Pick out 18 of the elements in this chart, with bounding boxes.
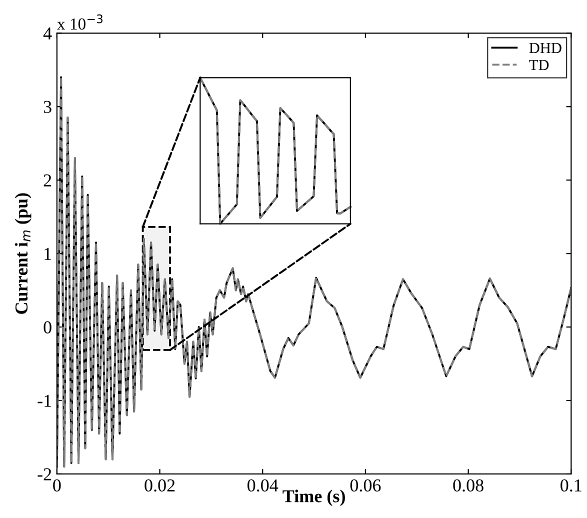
y-axis-title: Current i$_{m}$ (pu) <box>14 193 32 314</box>
y-tick-label: 2 <box>44 174 52 186</box>
y-tick-label: 3 <box>44 100 52 114</box>
y-tick-label: -1 <box>38 394 51 407</box>
x-tick-label: 0.06 <box>350 479 381 492</box>
y-tick-label: 4 <box>43 28 52 40</box>
x-tick-label: 0 <box>53 479 61 492</box>
y-tick-label: 0 <box>44 321 52 334</box>
x-tick-label: 0.08 <box>453 479 484 492</box>
y-tick-label: 1 <box>44 248 51 260</box>
x-tick-label: 0.02 <box>144 479 175 492</box>
x-tick-label: 0.1 <box>560 479 582 492</box>
y-tick-label: -2 <box>38 468 52 480</box>
x-axis-title: Time (s) <box>282 490 345 506</box>
x-tick-label: 0.04 <box>248 479 278 492</box>
legend-label: TD <box>529 60 549 70</box>
legend-label: DHD <box>529 43 562 54</box>
text: x 10$^{−3}$ <box>57 14 103 30</box>
